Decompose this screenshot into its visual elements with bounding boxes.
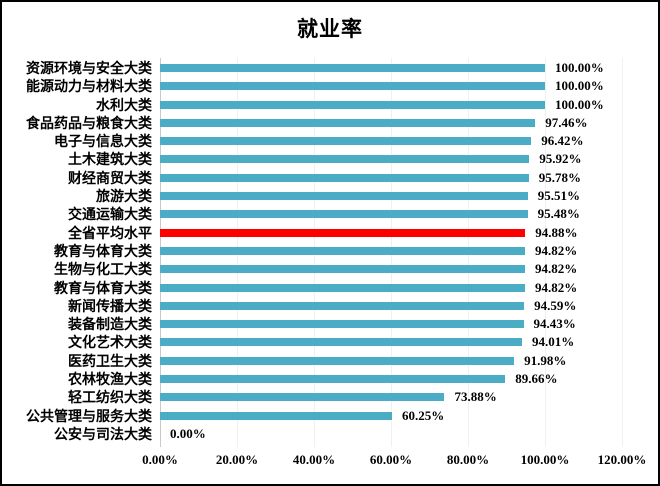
bar — [160, 155, 530, 164]
value-label: 96.42% — [541, 133, 584, 149]
bar-row: 教育与体育大类 94.82% — [2, 279, 658, 297]
value-label: 95.78% — [538, 169, 581, 185]
bar-row: 轻工纺织大类 73.88% — [2, 388, 658, 406]
bar — [160, 375, 506, 384]
bar — [160, 320, 524, 329]
bar — [160, 100, 545, 109]
category-label: 医药卫生大类 — [68, 352, 152, 369]
bar-row: 农林牧渔大类 89.66% — [2, 370, 658, 388]
value-label: 94.82% — [535, 279, 578, 295]
x-axis-tick: 0.00% — [142, 452, 178, 467]
bar-row: 公共管理与服务大类 60.25% — [2, 407, 658, 425]
gridline — [622, 58, 623, 447]
x-axis-tick: 60.00% — [369, 452, 413, 467]
category-label: 公安与司法大类 — [54, 425, 152, 442]
x-axis-tick: 80.00% — [446, 452, 490, 467]
bar-row: 公安与司法大类 0.00% — [2, 425, 658, 443]
value-label: 100.00% — [555, 60, 604, 75]
bar-row: 交通运输大类 95.48% — [2, 205, 658, 223]
bar — [160, 283, 526, 292]
bar — [160, 210, 528, 219]
bar — [160, 338, 522, 347]
bar-row: 水利大类 100.00% — [2, 96, 658, 114]
value-label: 100.00% — [555, 78, 604, 94]
x-axis-tick: 40.00% — [292, 452, 336, 467]
category-label: 装备制造大类 — [68, 316, 152, 333]
value-label: 95.92% — [539, 151, 582, 167]
x-axis-tick: 100.00% — [520, 452, 570, 467]
bar — [160, 356, 515, 365]
category-label: 交通运输大类 — [68, 206, 152, 223]
bar — [160, 82, 545, 91]
category-label: 教育与体育大类 — [54, 279, 152, 296]
bar-row: 土木建筑大类 95.92% — [2, 150, 658, 168]
highlight-bar — [160, 228, 526, 237]
value-label: 94.82% — [535, 261, 578, 277]
bar — [160, 411, 392, 420]
value-label: 91.98% — [524, 352, 567, 368]
bar-row: 能源动力与材料大类 100.00% — [2, 77, 658, 95]
bar — [160, 173, 529, 182]
x-axis-tick: 120.00% — [597, 452, 647, 467]
bar-row: 食品药品与粮食大类 97.46% — [2, 114, 658, 132]
bar — [160, 246, 526, 255]
bar-row: 新闻传播大类 94.59% — [2, 297, 658, 315]
value-label: 94.88% — [535, 224, 578, 240]
bar — [160, 192, 528, 201]
category-label: 土木建筑大类 — [68, 151, 152, 168]
category-label: 能源动力与材料大类 — [26, 78, 152, 95]
bar — [160, 265, 526, 274]
value-label: 97.46% — [545, 114, 588, 130]
bar-row: 医药卫生大类 91.98% — [2, 352, 658, 370]
bar-rows: 资源环境与安全大类 100.00% 能源动力与材料大类 100.00% 水利大类 100.… — [2, 59, 658, 443]
category-label: 新闻传播大类 — [68, 297, 152, 314]
category-label: 食品药品与粮食大类 — [26, 114, 152, 131]
x-axis-tick: 20.00% — [215, 452, 259, 467]
category-label: 电子与信息大类 — [54, 133, 152, 150]
bar-row: 财经商贸大类 95.78% — [2, 169, 658, 187]
bar-row: 装备制造大类 94.43% — [2, 315, 658, 333]
bar — [160, 64, 545, 72]
bar-row: 资源环境与安全大类 100.00% — [2, 59, 658, 77]
bar — [160, 393, 445, 402]
category-label: 财经商贸大类 — [68, 169, 152, 186]
value-label: 0.00% — [170, 425, 206, 441]
category-label: 公共管理与服务大类 — [26, 407, 152, 424]
bar-row: 文化艺术大类 94.01% — [2, 333, 658, 351]
bar — [160, 137, 532, 146]
category-label: 生物与化工大类 — [54, 261, 152, 278]
category-label: 文化艺术大类 — [68, 334, 152, 351]
bar — [160, 118, 536, 127]
bar-row: 全省平均水平 94.88% — [2, 224, 658, 242]
gridline — [545, 58, 546, 447]
value-label: 73.88% — [454, 389, 497, 405]
category-label: 农林牧渔大类 — [68, 371, 152, 388]
category-label: 水利大类 — [96, 96, 152, 113]
category-label: 教育与体育大类 — [54, 242, 152, 259]
value-label: 100.00% — [555, 96, 604, 112]
value-label: 94.59% — [534, 297, 577, 313]
category-label: 全省平均水平 — [68, 224, 152, 241]
bar-row: 旅游大类 95.51% — [2, 187, 658, 205]
bar — [160, 301, 525, 310]
bar-row: 生物与化工大类 94.82% — [2, 260, 658, 278]
value-label: 94.01% — [531, 334, 575, 350]
chart-title: 就业率 — [297, 18, 363, 41]
bar-row: 电子与信息大类 96.42% — [2, 132, 658, 150]
category-label: 轻工纺织大类 — [68, 389, 152, 406]
value-label: 60.25% — [401, 407, 445, 423]
bar-row: 教育与体育大类 94.82% — [2, 242, 658, 260]
value-label: 89.66% — [515, 371, 558, 387]
category-label: 旅游大类 — [96, 188, 152, 205]
value-label: 94.43% — [533, 316, 576, 332]
value-label: 95.51% — [537, 188, 580, 204]
value-label: 95.48% — [537, 206, 580, 222]
value-label: 94.82% — [535, 242, 578, 258]
category-label: 资源环境与安全大类 — [26, 60, 152, 76]
